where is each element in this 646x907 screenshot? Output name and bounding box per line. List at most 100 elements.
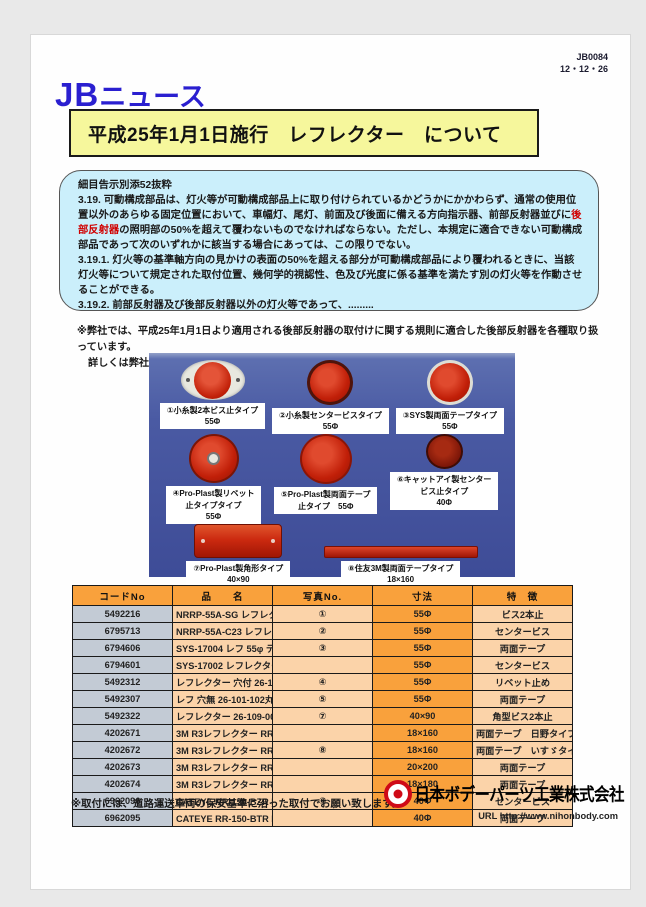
table-cell: [272, 775, 373, 793]
column-header: 品 名: [172, 585, 273, 606]
product-table-header-row: コードNo 品 名写真No. 寸法特 徴: [72, 585, 573, 606]
jb-news-logo: JBニュース: [55, 75, 206, 114]
table-cell: 5492312: [72, 673, 173, 691]
photo-item: ⑧住友3M製両面テープタイプ 18×160: [323, 545, 478, 588]
table-cell: レフ 穴無 26-101-102丸 テープ付赤 E規格品: [172, 690, 273, 708]
label-line: ⑦Pro-Plast製角形タイプ: [193, 563, 284, 573]
title-banner: 平成25年1月1日施行 レフレクター について: [69, 109, 539, 157]
table-cell: 5492216: [72, 605, 173, 623]
photo-item: ⑥キャットアイ製センター ビス止タイプ 40Φ: [390, 434, 499, 510]
reflector-disc-whiterim-graphic: [426, 360, 473, 405]
table-cell: SYS-17004 レフ 55φ テープ付 赤 E規格品: [172, 639, 273, 657]
label-line: 55Φ: [322, 422, 339, 432]
regulation-text: の照明部の50%を超えて覆わないものでなければならない。ただし、本規定に適合でき…: [78, 225, 583, 252]
table-cell: 両面テープ: [472, 809, 573, 827]
table-cell: 4202672: [72, 741, 173, 759]
label-line: ①小糸製2本ビス止タイプ: [166, 406, 259, 415]
reflector-strip-graphic: [323, 545, 478, 558]
photo-row: ①小糸製2本ビス止タイプ 55Φ ②小糸製センタービスタイプ 55Φ ③SYS製両面テー…: [153, 360, 511, 435]
table-cell: SYS-17002 レフレクター赤 E対応: [172, 656, 273, 674]
table-cell: 3M R3レフレクター RR-1001 1A 20200GT8: [172, 758, 273, 776]
table-cell: ⑧: [272, 741, 373, 759]
label-line: ビス止タイプ: [420, 486, 469, 496]
table-cell: [272, 758, 373, 776]
table-cell: 18×160: [372, 741, 473, 759]
label-line: 55Φ: [442, 422, 458, 432]
table-cell: NRRP-55A-C23 レフレクター 赤 E規格品: [172, 622, 273, 640]
photo-item: ①小糸製2本ビス止タイプ 55Φ: [159, 360, 266, 430]
company-logo: 日本ボデーパーツ工業株式会社: [384, 780, 624, 808]
table-cell: センタービス: [472, 622, 573, 640]
table-cell: 6795713: [72, 622, 173, 640]
photo-row: ⑦Pro-Plast製角形タイプ 40×90 ⑧住友3M製両面テープタイプ 18×16…: [153, 523, 511, 588]
table-cell: 3M R3レフレクター RR-1001 1A 18180GT8: [172, 775, 273, 793]
company-url: URL http://www.nihonbody.com: [478, 811, 618, 821]
table-cell: 両面テープ 日野タイプ: [472, 724, 573, 742]
doc-date: 12・12・26: [559, 64, 608, 75]
product-table: コードNo 品 名写真No. 寸法特 徴 5492216 NRRP-55A-SG レフ…: [72, 585, 573, 827]
table-cell: 角型ビス2本止: [472, 707, 573, 725]
table-cell: 両面テープ: [472, 639, 573, 657]
regulation-paragraph-1: 3.19. 可動構成部品は、灯火等が可動構成部品上に取り付けられているかどうかに…: [78, 193, 583, 253]
table-cell: NRRP-55A-SG レフレクター 赤 E規格品: [172, 605, 273, 623]
photo-item: ⑦Pro-Plast製角形タイプ 40×90: [186, 523, 291, 588]
doc-number: JB0084: [576, 52, 608, 62]
table-cell: 両面テープ: [472, 690, 573, 708]
table-cell: ビス2本止: [472, 605, 573, 623]
reflector-rect-graphic: [194, 523, 283, 558]
label-line: ⑤Pro-Plast製両面テープ: [281, 490, 371, 500]
label-line: ④Pro-Plast製リベット: [172, 489, 255, 499]
label-line: ⑧住友3M製両面テープタイプ: [347, 563, 454, 573]
table-cell: ①: [272, 605, 373, 623]
table-cell: 4202671: [72, 724, 173, 742]
page-title: 平成25年1月1日施行 レフレクター について: [88, 124, 502, 146]
label-line: ②小糸製センタービスタイプ: [279, 411, 382, 420]
company-name: 日本ボデーパーツ工業株式会社: [414, 786, 624, 806]
label-line: 55Φ: [204, 417, 221, 427]
regulation-box: 細目告示別添52抜粋 3.19. 可動構成部品は、灯火等が可動構成部品上に取り付…: [59, 170, 599, 311]
table-cell: 40×90: [372, 707, 473, 725]
photo-item-label: ⑦Pro-Plast製角形タイプ 40×90: [186, 560, 291, 588]
table-cell: [272, 724, 373, 742]
document-page: JB0084 12・12・26 JBニュース 平成25年1月1日施行 レフレクタ…: [30, 34, 631, 890]
table-cell: 3M R3レフレクター RR-1001 1A 18160RT8: [172, 724, 273, 742]
product-photo: ①小糸製2本ビス止タイプ 55Φ ②小糸製センタービスタイプ 55Φ ③SYS製両面テー…: [149, 353, 515, 588]
photo-item-label: ⑥キャットアイ製センター ビス止タイプ 40Φ: [390, 472, 499, 510]
reflector-disc-plain-graphic: [299, 434, 352, 485]
photo-item-label: ③SYS製両面テープタイプ 55Φ: [395, 408, 505, 435]
table-cell: [272, 809, 373, 827]
column-header: 写真No.: [272, 585, 373, 606]
table-cell: [272, 656, 373, 674]
table-cell: レフレクター 穴付 26-108-002 丸 赤 E規格品: [172, 673, 273, 691]
table-cell: 55Φ: [372, 673, 473, 691]
label-line: 止タイプ 55Φ: [298, 501, 354, 511]
photo-item-label: ②小糸製センタービスタイプ 55Φ: [272, 408, 389, 435]
table-cell: 両面テープ いすゞタイプ: [472, 741, 573, 759]
label-line: 18×160: [387, 575, 415, 585]
reflector-oval-plate-graphic: [180, 360, 245, 400]
table-cell: ④: [272, 673, 373, 691]
table-cell: 4202674: [72, 775, 173, 793]
label-line: ⑥キャットアイ製センター: [397, 475, 492, 485]
table-cell: 55Φ: [372, 639, 473, 657]
photo-item-label: ⑤Pro-Plast製両面テープ 止タイプ 55Φ: [274, 487, 378, 514]
table-cell: ③: [272, 639, 373, 657]
availability-note-line1: ※弊社では、平成25年1月1日より適用される後部反射器の取付けに関する規則に適合…: [77, 326, 599, 353]
table-cell: 6794601: [72, 656, 173, 674]
table-cell: センタービス: [472, 656, 573, 674]
table-cell: 18×160: [372, 724, 473, 742]
regulation-red-text: 後部反射器: [78, 210, 582, 237]
table-cell: リベット止め: [472, 673, 573, 691]
label-line: 止タイプタイプ: [185, 500, 242, 510]
table-cell: 3M R3レフレクター RR-1001 1A 18160GT8 在庫品: [172, 741, 273, 759]
reflector-disc-small-graphic: [425, 434, 463, 470]
